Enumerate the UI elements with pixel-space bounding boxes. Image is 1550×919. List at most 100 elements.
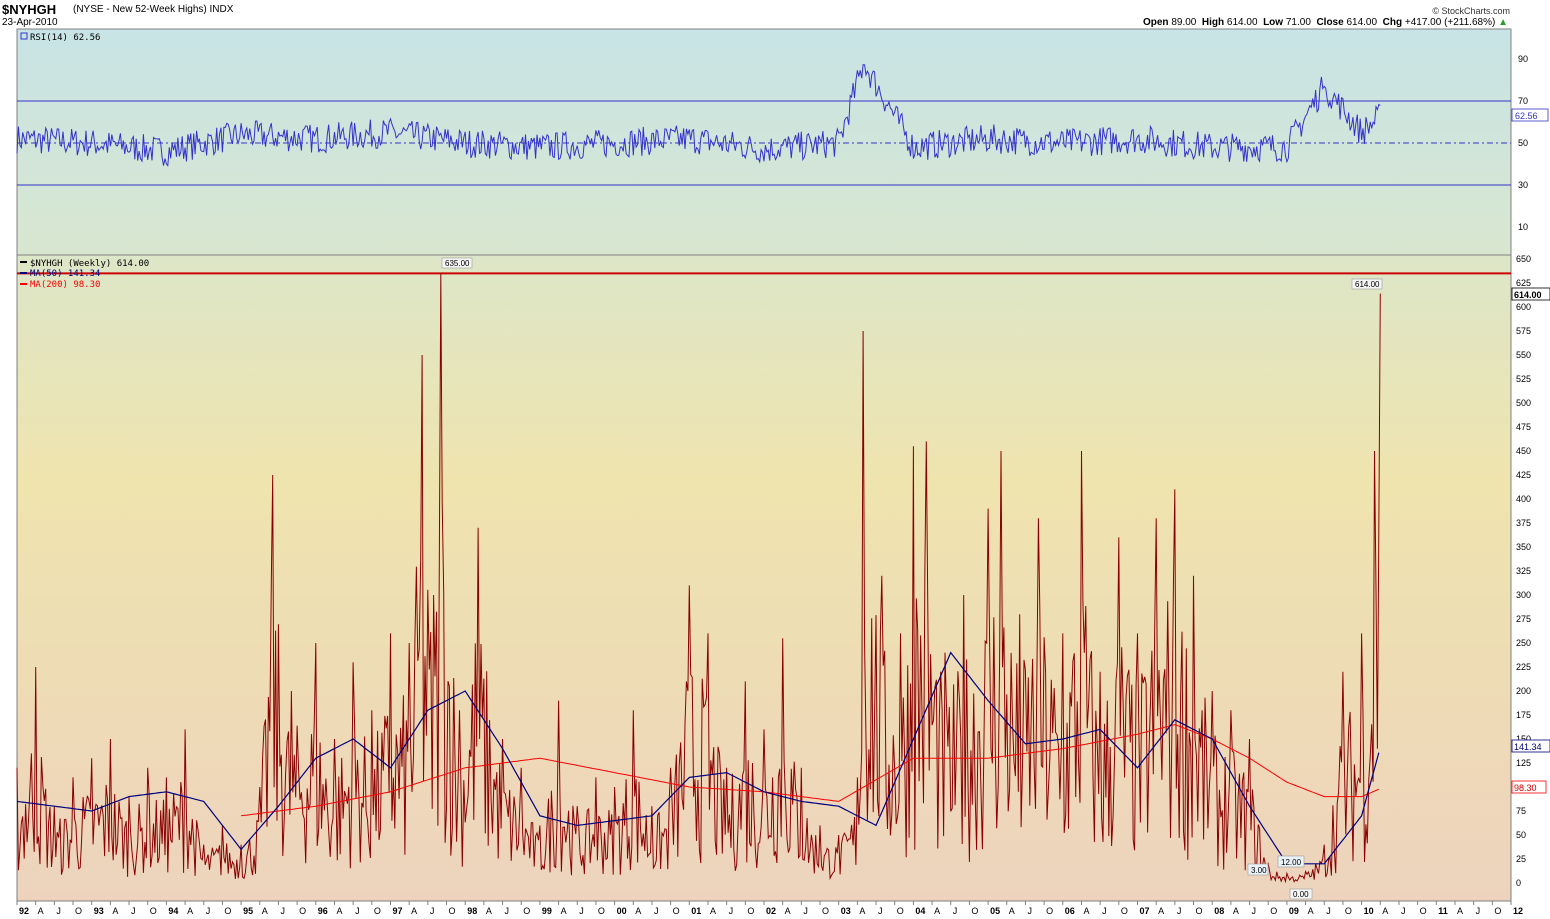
x-tick-label: J bbox=[430, 906, 435, 916]
x-tick-label: 05 bbox=[990, 906, 1000, 916]
x-tick-label: A bbox=[112, 906, 118, 916]
x-tick-label: J bbox=[729, 906, 734, 916]
x-tick-label: A bbox=[561, 906, 567, 916]
rsi-y-axis: 90 70 50 30 10 bbox=[1518, 54, 1528, 232]
x-tick-label: A bbox=[934, 906, 940, 916]
price-y-tick-label: 550 bbox=[1516, 350, 1531, 360]
price-y-tick-label: 325 bbox=[1516, 566, 1531, 576]
x-tick-label: 06 bbox=[1065, 906, 1075, 916]
x-tick-label: O bbox=[1121, 906, 1128, 916]
x-tick-label: 92 bbox=[19, 906, 29, 916]
chart-date: 23-Apr-2010 bbox=[2, 17, 58, 28]
x-tick-label: J bbox=[1401, 906, 1406, 916]
x-tick-label: 98 bbox=[467, 906, 477, 916]
price-legend: $NYHGH (Weekly) 614.00 MA(50) 141.34 MA(… bbox=[20, 259, 149, 290]
rsi-y-tick-label: 70 bbox=[1518, 96, 1528, 106]
x-tick-label: 96 bbox=[318, 906, 328, 916]
high-label: High bbox=[1201, 17, 1225, 28]
callout-last: 614.00 bbox=[1351, 278, 1383, 290]
callout-low1: 3.00 bbox=[1247, 863, 1269, 876]
x-tick-label: J bbox=[206, 906, 211, 916]
rsi-panel: 90 70 50 30 10 RSI(14) 62.56 62.56 bbox=[16, 28, 1549, 256]
x-tick-label: J bbox=[878, 906, 883, 916]
x-tick-label: J bbox=[1476, 906, 1481, 916]
x-tick-label: A bbox=[1233, 906, 1239, 916]
up-arrow-icon: ▲ bbox=[1498, 17, 1508, 28]
price-panel: 6506256005755505255004754504254003753503… bbox=[16, 254, 1550, 902]
open-value: 89.00 bbox=[1171, 17, 1197, 28]
x-tick-label: 08 bbox=[1214, 906, 1224, 916]
x-tick-label: 95 bbox=[243, 906, 253, 916]
price-y-axis: 6506256005755505255004754504254003753503… bbox=[1516, 254, 1531, 888]
x-tick-label: O bbox=[75, 906, 82, 916]
price-tag: 614.00 bbox=[1511, 287, 1550, 301]
price-y-tick-label: 200 bbox=[1516, 686, 1531, 696]
ma50-line bbox=[16, 651, 1380, 865]
ma200-tag-value: 98.30 bbox=[1514, 783, 1537, 793]
price-panel-frame bbox=[16, 254, 1512, 902]
x-tick-label: J bbox=[131, 906, 136, 916]
rsi-panel-frame bbox=[16, 28, 1512, 256]
price-y-tick-label: 375 bbox=[1516, 518, 1531, 528]
x-tick-label: J bbox=[1252, 906, 1257, 916]
x-tick-label: O bbox=[673, 906, 680, 916]
x-tick-label: A bbox=[336, 906, 342, 916]
x-tick-label: A bbox=[38, 906, 44, 916]
x-tick-label: O bbox=[1270, 906, 1277, 916]
x-tick-label: A bbox=[1158, 906, 1164, 916]
x-tick-label: 09 bbox=[1289, 906, 1299, 916]
rsi-y-tick-label: 50 bbox=[1518, 138, 1528, 148]
rsi-line bbox=[16, 64, 1381, 168]
ma50-tag-value: 141.34 bbox=[1514, 742, 1542, 752]
price-value-tags: 614.00 141.34 98.30 bbox=[1511, 287, 1550, 794]
x-tick-label: A bbox=[411, 906, 417, 916]
x-tick-label: O bbox=[1420, 906, 1427, 916]
price-y-tick-label: 0 bbox=[1516, 878, 1521, 888]
x-tick-label: 02 bbox=[766, 906, 776, 916]
price-y-tick-label: 250 bbox=[1516, 638, 1531, 648]
brand-logo: © StockCharts.com bbox=[1432, 6, 1510, 16]
x-tick-label: J bbox=[654, 906, 659, 916]
x-tick-label: O bbox=[150, 906, 157, 916]
x-tick-label: A bbox=[785, 906, 791, 916]
low-value: 71.00 bbox=[1285, 17, 1311, 28]
price-y-tick-label: 50 bbox=[1516, 830, 1526, 840]
x-tick-label: 12 bbox=[1513, 906, 1523, 916]
price-series-line bbox=[16, 273, 1381, 884]
x-tick-label: O bbox=[897, 906, 904, 916]
x-tick-label: O bbox=[449, 906, 456, 916]
price-y-tick-label: 600 bbox=[1516, 302, 1531, 312]
x-tick-label: O bbox=[224, 906, 231, 916]
price-y-tick-label: 350 bbox=[1516, 542, 1531, 552]
x-tick-label: J bbox=[1177, 906, 1182, 916]
price-y-tick-label: 75 bbox=[1516, 806, 1526, 816]
x-tick-label: 03 bbox=[841, 906, 851, 916]
chg-value: +417.00 (+211.68%) bbox=[1404, 17, 1496, 28]
x-tick-label: 07 bbox=[1140, 906, 1150, 916]
callout-low2-text: 12.00 bbox=[1281, 858, 1302, 867]
rsi-y-tick-label: 30 bbox=[1518, 180, 1528, 190]
x-tick-label: 99 bbox=[542, 906, 552, 916]
price-y-tick-label: 650 bbox=[1516, 254, 1531, 264]
x-tick-label: J bbox=[803, 906, 808, 916]
x-tick-label: A bbox=[187, 906, 193, 916]
price-y-tick-label: 575 bbox=[1516, 326, 1531, 336]
chg-label: Chg bbox=[1382, 17, 1403, 28]
x-tick-label: A bbox=[486, 906, 492, 916]
price-legend: $NYHGH (Weekly) 614.00 bbox=[30, 259, 149, 269]
x-tick-label: O bbox=[598, 906, 605, 916]
x-tick-label: J bbox=[1326, 906, 1331, 916]
x-tick-label: J bbox=[505, 906, 510, 916]
rsi-current-value: 62.56 bbox=[1515, 111, 1538, 121]
ohlc-summary: Open 89.00 High 614.00 Low 71.00 Close 6… bbox=[1143, 17, 1508, 28]
price-callouts: 635.00 614.00 3.00 12.00 0.00 bbox=[441, 257, 1383, 900]
callout-peak-text: 635.00 bbox=[445, 259, 470, 268]
x-tick-label: A bbox=[1308, 906, 1314, 916]
price-y-tick-label: 25 bbox=[1516, 854, 1526, 864]
x-tick-label: J bbox=[1027, 906, 1032, 916]
x-tick-label: O bbox=[1494, 906, 1501, 916]
price-y-tick-label: 450 bbox=[1516, 446, 1531, 456]
x-tick-label: O bbox=[299, 906, 306, 916]
price-y-tick-label: 425 bbox=[1516, 470, 1531, 480]
ma200-legend: MA(200) 98.30 bbox=[30, 280, 100, 290]
